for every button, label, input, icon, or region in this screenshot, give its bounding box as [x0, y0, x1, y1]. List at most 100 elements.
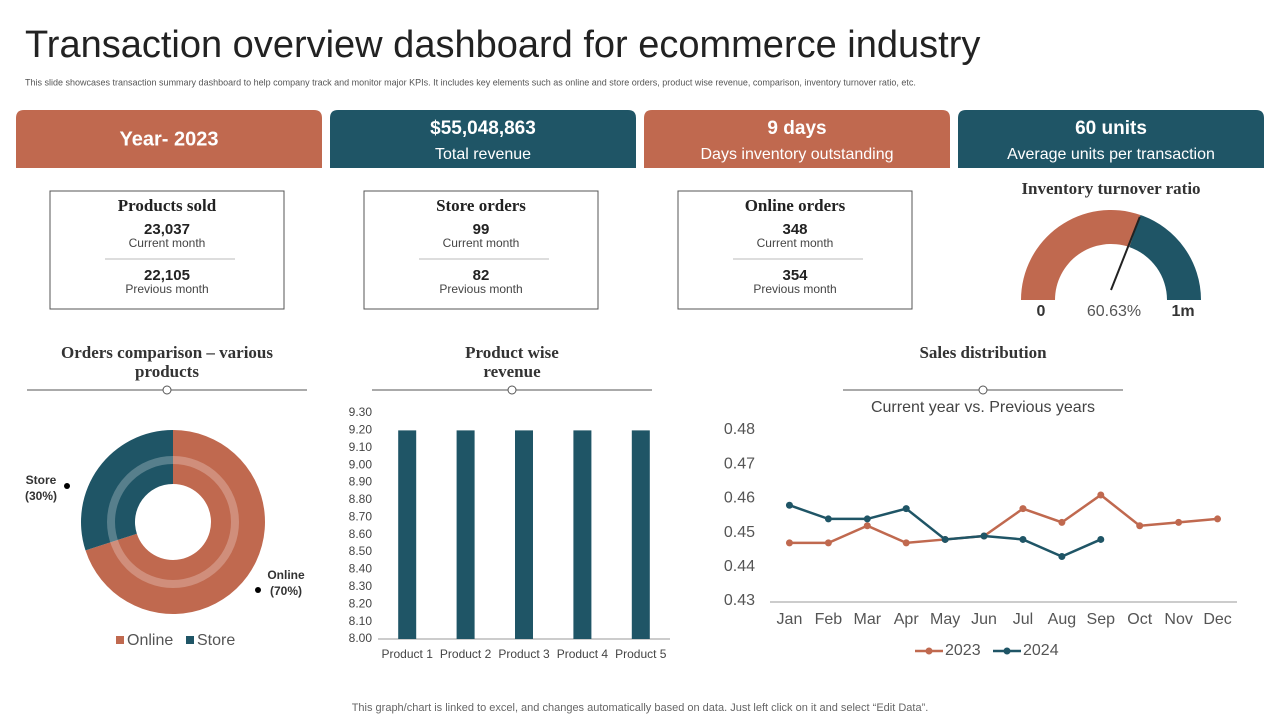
y-tick-label: 9.00 [349, 457, 373, 471]
legend-swatch [186, 636, 194, 644]
x-tick-label: Sep [1087, 611, 1116, 628]
x-tick-label: Feb [815, 611, 843, 628]
chart-subtitle: Current year vs. Previous years [871, 399, 1095, 416]
line-point [785, 501, 793, 509]
x-tick-label: Jun [971, 611, 997, 628]
kpi-card [16, 110, 322, 168]
x-tick-label: Apr [894, 611, 920, 628]
line-point [863, 522, 871, 530]
y-tick-label: 8.80 [349, 492, 373, 506]
pie-slice [80, 430, 173, 551]
line-point [941, 535, 949, 543]
line-point [1175, 518, 1183, 526]
x-tick-label: Jul [1013, 611, 1033, 628]
y-tick-label: 8.20 [349, 596, 373, 610]
bar [456, 430, 475, 639]
stat-current: 23,037 [144, 221, 190, 238]
gauge-fill [1021, 209, 1141, 300]
line-point [902, 505, 910, 513]
y-tick-label: 8.50 [349, 544, 373, 558]
legend-label: 2024 [1023, 642, 1059, 659]
x-tick-label: Nov [1164, 611, 1192, 628]
kpi-value: 9 days [767, 118, 826, 139]
gauge-rest [1129, 214, 1201, 300]
bar [573, 430, 592, 639]
stat-label: Previous month [753, 282, 836, 296]
slice-name: Store [26, 473, 57, 487]
chart-title: Sales distribution [919, 343, 1047, 362]
y-tick-label: 0.44 [724, 558, 755, 575]
line-point [1058, 518, 1066, 526]
title: Transaction overview dashboard for ecomm… [25, 24, 980, 66]
legend-label: Online [127, 632, 173, 649]
stat-previous: 22,105 [144, 267, 190, 284]
y-tick-label: 9.10 [349, 440, 373, 454]
kpi-label: Days inventory outstanding [701, 146, 894, 163]
pie-slice [85, 430, 265, 614]
kpi-card [958, 110, 1264, 168]
y-tick-label: 8.40 [349, 562, 373, 576]
stat-previous: 82 [473, 267, 490, 284]
line-point [824, 515, 832, 523]
gauge-value: 60.63% [1087, 303, 1141, 320]
line-point [1097, 535, 1105, 543]
y-tick-label: 9.30 [349, 405, 373, 419]
subtitle: This slide showcases transaction summary… [25, 77, 916, 87]
chart-title: Product wise revenue [465, 343, 559, 381]
kpi-label: Year- 2023 [120, 128, 219, 150]
line-point [863, 515, 871, 523]
stat-current: 99 [473, 221, 490, 238]
section-dot [162, 385, 172, 395]
line-series [789, 493, 1218, 545]
kpi-value: $55,048,863 [430, 118, 536, 139]
stat-label: Previous month [439, 282, 522, 296]
kpi-card [644, 110, 950, 168]
y-tick-label: 9.20 [349, 423, 373, 437]
label-dot [64, 483, 70, 489]
line-point [785, 539, 793, 547]
line-point [1136, 522, 1144, 530]
line-point [1019, 505, 1027, 513]
stat-title: Online orders [745, 196, 846, 215]
bar [398, 430, 417, 639]
y-tick-label: 8.00 [349, 631, 373, 645]
section-dot [507, 385, 517, 395]
stat-current: 348 [782, 221, 807, 238]
x-tick-label: Mar [854, 611, 882, 628]
stat-label: Previous month [125, 282, 208, 296]
gauge-tick: 0 [1037, 303, 1046, 320]
section-dot [978, 385, 988, 395]
slice-label: (70%) [270, 584, 302, 598]
stat-box [677, 190, 913, 310]
x-tick-label: Product 3 [498, 647, 550, 661]
bar [515, 430, 533, 639]
line-point [1097, 491, 1105, 499]
x-tick-label: Jan [777, 611, 803, 628]
stat-label: Current month [757, 236, 834, 250]
y-tick-label: 0.47 [724, 455, 755, 472]
legend-swatch [116, 636, 124, 644]
kpi-value: 60 units [1075, 118, 1147, 139]
line-point [1058, 553, 1066, 561]
bar [631, 430, 650, 639]
ring [107, 456, 239, 588]
slice-label: (30%) [25, 489, 57, 503]
kpi-card [330, 110, 636, 168]
line-point [902, 539, 910, 547]
stat-box [363, 190, 599, 310]
stat-box [49, 190, 285, 310]
x-tick-label: Product 5 [615, 647, 667, 661]
chart-title: Orders comparison – various products [60, 343, 274, 381]
y-tick-label: 8.60 [349, 527, 373, 541]
x-tick-label: Product 1 [382, 647, 434, 661]
y-tick-label: 0.43 [724, 592, 755, 609]
x-tick-label: Aug [1048, 611, 1076, 628]
y-tick-label: 0.48 [724, 421, 755, 438]
line-point [1214, 515, 1222, 523]
stat-previous: 354 [782, 267, 808, 284]
x-tick-label: Dec [1203, 611, 1231, 628]
legend-label: Store [197, 632, 235, 649]
kpi-label: Total revenue [435, 146, 531, 163]
